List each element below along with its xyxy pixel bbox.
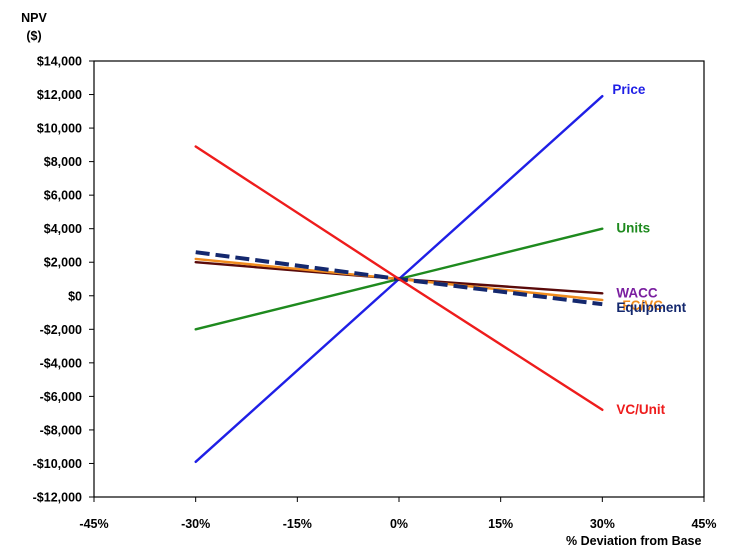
- series-line-vc-unit: [194, 145, 604, 411]
- y-tick-label: -$8,000: [40, 423, 82, 437]
- x-tick-label: -45%: [79, 517, 108, 531]
- y-tick-label: -$10,000: [33, 457, 82, 471]
- y-tick-label: -$6,000: [40, 390, 82, 404]
- series-label-units: Units: [616, 221, 650, 236]
- series-label-equipment: Equipment: [616, 300, 686, 315]
- y-axis-ticks: $14,000 $12,000 $10,000 $8,000 $6,000 $4,000 $…: [33, 55, 94, 505]
- y-tick-label: $4,000: [44, 222, 82, 236]
- x-tick-label: 0%: [390, 517, 408, 531]
- y-tick-label: -$2,000: [40, 323, 82, 337]
- y-tick-label: $6,000: [44, 189, 82, 203]
- y-tick-label: $2,000: [44, 256, 82, 270]
- y-tick-label: $8,000: [44, 155, 82, 169]
- series-label-vc-unit: VC/Unit: [616, 402, 665, 417]
- y-tick-label: -$12,000: [33, 491, 82, 505]
- x-tick-label: 45%: [691, 517, 716, 531]
- y-tick-label: -$4,000: [40, 356, 82, 370]
- x-tick-label: 15%: [488, 517, 513, 531]
- x-tick-label: -15%: [283, 517, 312, 531]
- x-tick-label: 30%: [590, 517, 615, 531]
- series-label-wacc: WACC: [616, 285, 657, 300]
- y-axis-title-line-1: NPV: [21, 11, 47, 25]
- x-tick-label: -30%: [181, 517, 210, 531]
- y-tick-label: $10,000: [37, 122, 82, 136]
- y-tick-label: $0: [68, 289, 82, 303]
- x-axis-title: % Deviation from Base: [566, 534, 702, 548]
- y-axis-title-line-2: ($): [26, 29, 41, 43]
- y-tick-label: $12,000: [37, 88, 82, 102]
- series-label-price: Price: [612, 82, 646, 97]
- series-lines: [194, 94, 604, 463]
- series-label-fc-vc: FC/VC: [622, 298, 663, 313]
- y-tick-label: $14,000: [37, 55, 82, 69]
- x-axis-ticks: -45% -30% -15% 0% 15% 30% 45%: [79, 497, 717, 531]
